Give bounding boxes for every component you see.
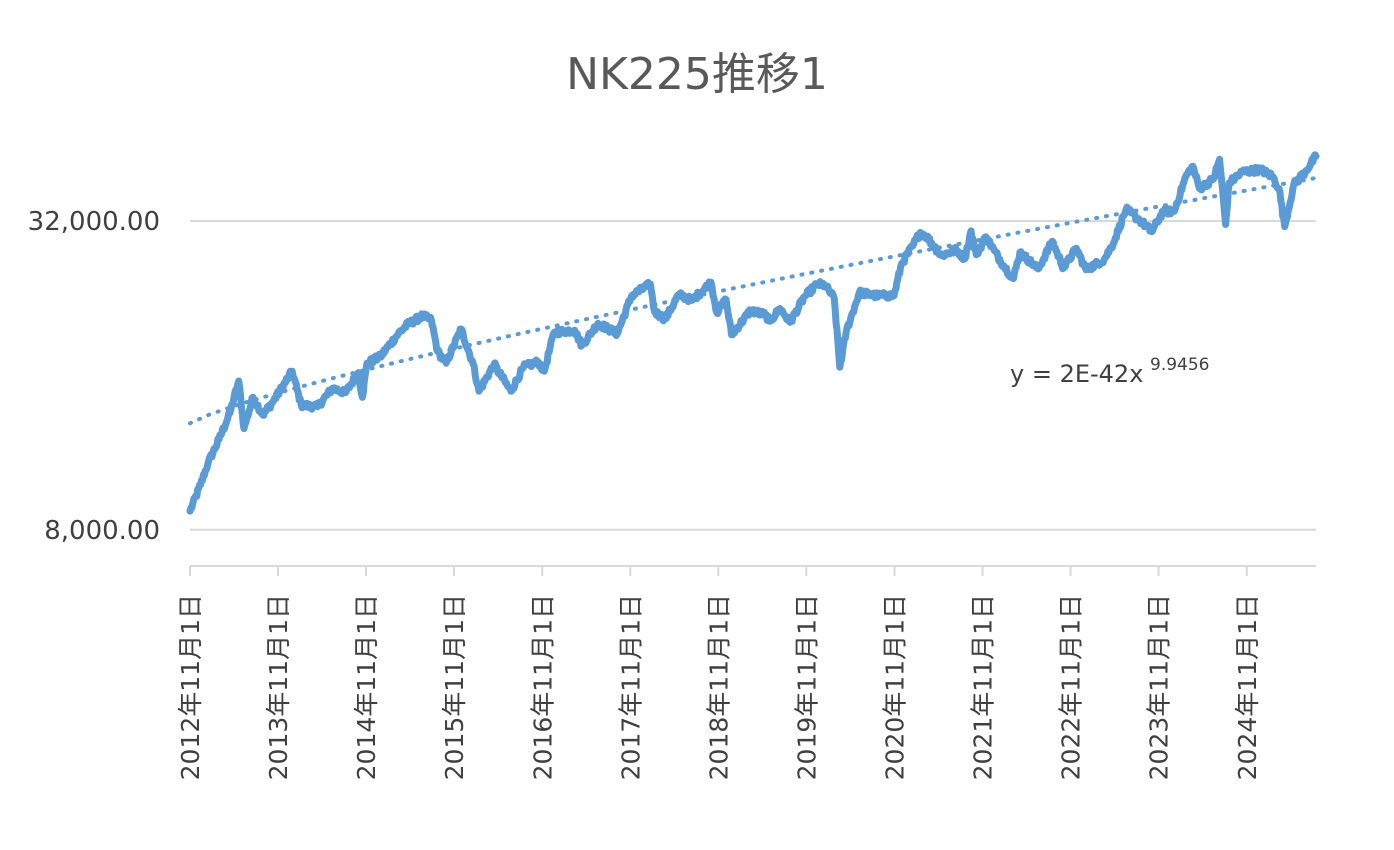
x-tick-label: 2013年11月1日 [264,594,293,780]
series-line-0 [186,151,1320,515]
y-tick-label: 32,000.00 [28,207,160,237]
x-tick-label: 2021年11月1日 [969,594,998,780]
x-tick-label: 2020年11月1日 [881,594,910,780]
x-tick-label: 2017年11月1日 [616,594,645,780]
x-tick-label: 2023年11月1日 [1145,594,1174,780]
x-tick-label: 2024年11月1日 [1233,594,1262,780]
x-tick-label: 2012年11月1日 [176,594,205,780]
series-layer [186,151,1320,515]
gridlines [190,219,1316,531]
chart-title: NK225推移1 [566,49,828,100]
y-tick-label: 8,000.00 [44,516,160,546]
labels: 8,000.00 32,000.00 2012年11月1日 2013年11月1日 201… [28,207,1262,780]
x-tick-label: 2015年11月1日 [440,594,469,780]
x-tick-label: 2014年11月1日 [352,594,381,780]
x-tick-label: 2016年11月1日 [528,594,557,780]
trendline-equation: y = 2E-42x [1010,360,1143,388]
axes [189,565,1316,576]
x-tick-label: 2019年11月1日 [792,594,821,780]
trendline-exponent: 9.9456 [1150,355,1209,375]
x-tick-label: 2018年11月1日 [704,594,733,780]
x-tick-label: 2022年11月1日 [1057,594,1086,780]
